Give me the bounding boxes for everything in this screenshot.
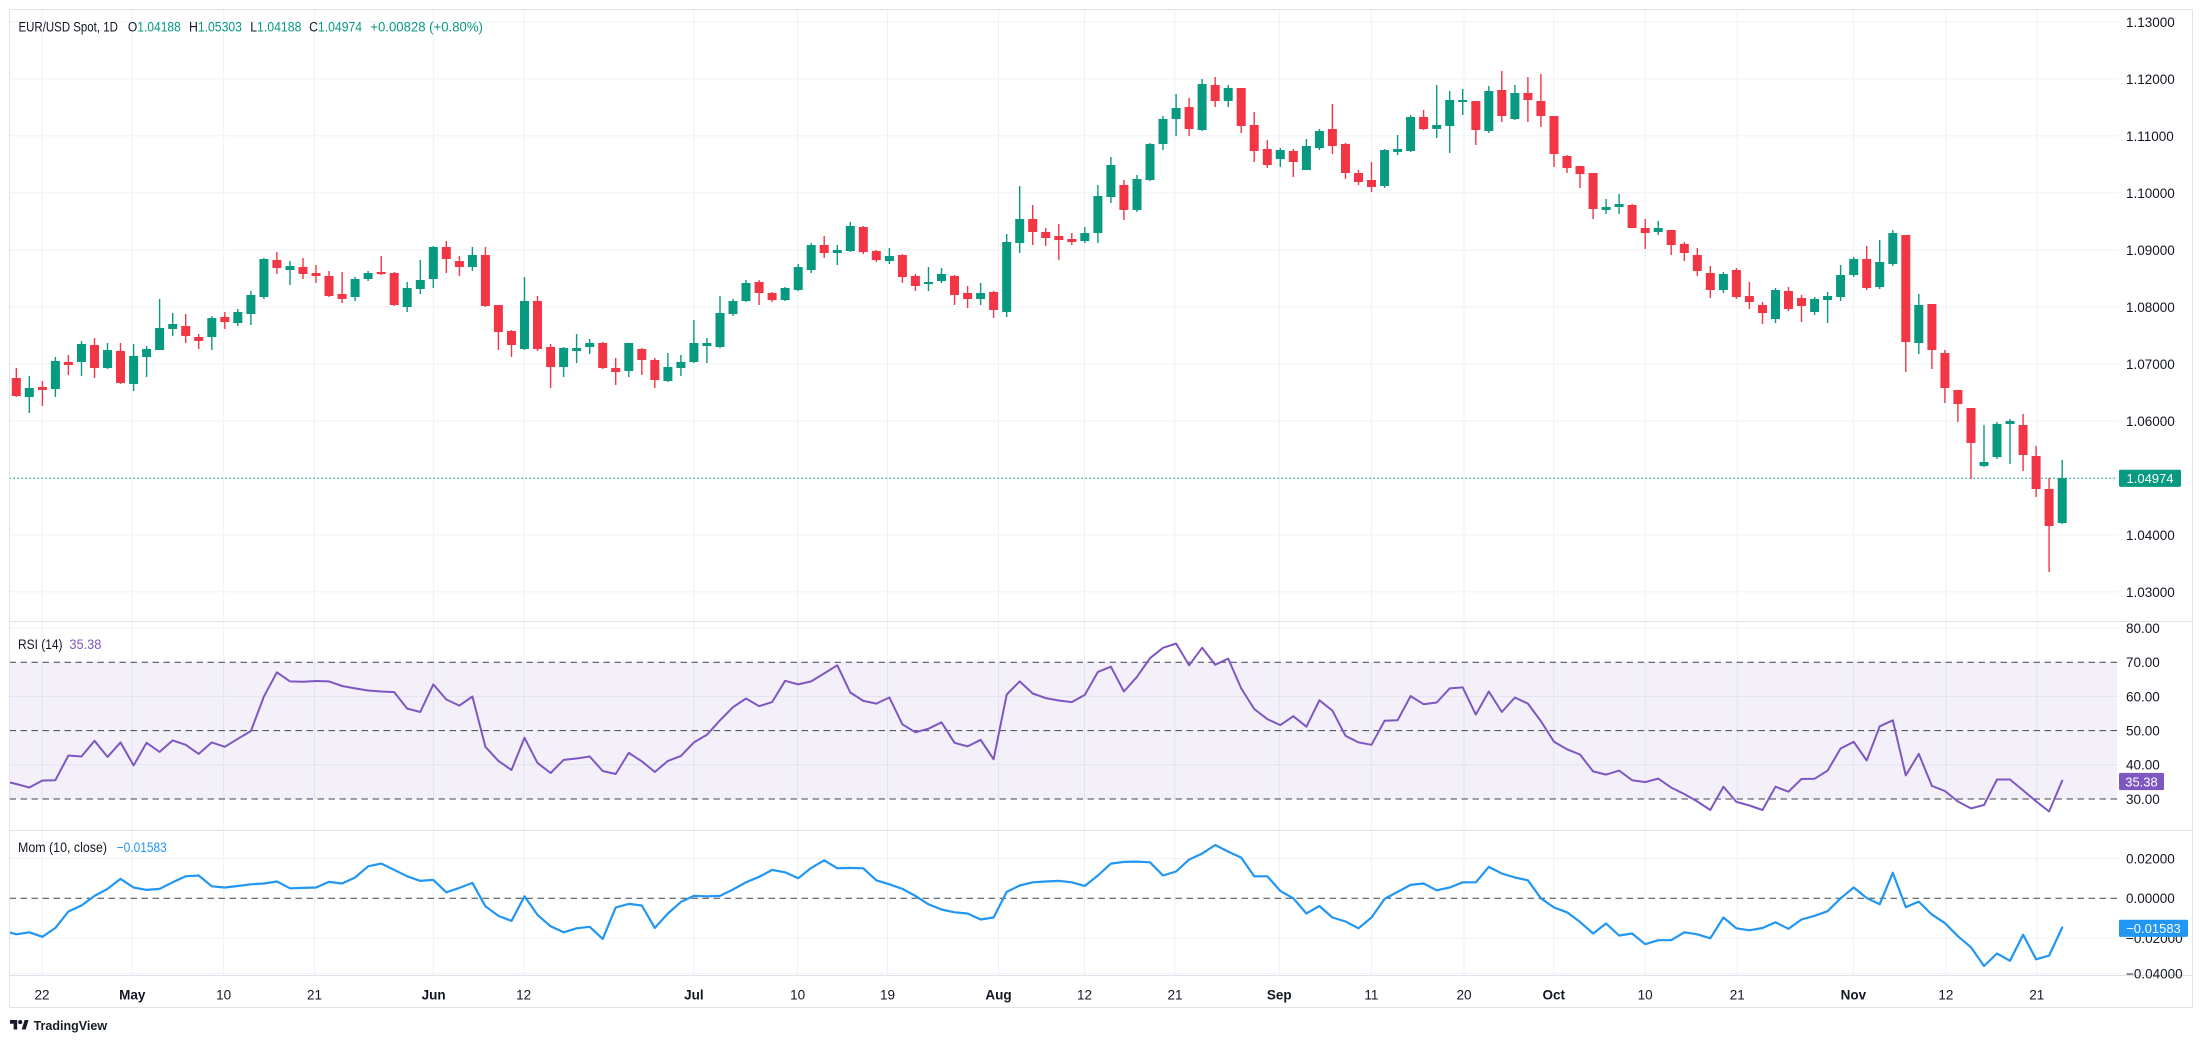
svg-text:1.12000: 1.12000 xyxy=(2126,72,2175,87)
svg-text:10: 10 xyxy=(790,987,805,1002)
svg-text:−0.01583: −0.01583 xyxy=(2126,921,2181,936)
svg-text:1.04000: 1.04000 xyxy=(2126,528,2175,543)
svg-text:1.09000: 1.09000 xyxy=(2126,243,2175,258)
svg-text:L1.04188: L1.04188 xyxy=(250,19,301,34)
svg-text:TradingView: TradingView xyxy=(34,1018,108,1033)
svg-text:35.38: 35.38 xyxy=(69,637,101,652)
svg-text:22: 22 xyxy=(34,987,49,1002)
svg-text:10: 10 xyxy=(216,987,231,1002)
svg-text:0.02000: 0.02000 xyxy=(2126,852,2175,867)
svg-text:1.03000: 1.03000 xyxy=(2126,585,2175,600)
svg-text:−0.01583: −0.01583 xyxy=(117,840,167,855)
svg-text:35.38: 35.38 xyxy=(2125,774,2158,789)
svg-text:21: 21 xyxy=(1167,987,1182,1002)
svg-text:H1.05303: H1.05303 xyxy=(189,19,242,34)
svg-text:EUR/USD Spot, 1D: EUR/USD Spot, 1D xyxy=(19,19,119,34)
svg-text:70.00: 70.00 xyxy=(2126,655,2160,670)
svg-text:Jun: Jun xyxy=(422,987,446,1002)
svg-text:O1.04188: O1.04188 xyxy=(128,19,181,34)
svg-text:Mom (10, close): Mom (10, close) xyxy=(18,840,107,855)
svg-text:1.10000: 1.10000 xyxy=(2126,186,2175,201)
svg-text:50.00: 50.00 xyxy=(2126,724,2160,739)
svg-text:1.07000: 1.07000 xyxy=(2126,357,2175,372)
svg-text:21: 21 xyxy=(307,987,322,1002)
svg-text:1.06000: 1.06000 xyxy=(2126,414,2175,429)
svg-text:0.00000: 0.00000 xyxy=(2126,891,2175,906)
svg-text:12: 12 xyxy=(1077,987,1092,1002)
svg-text:Sep: Sep xyxy=(1267,987,1292,1002)
svg-text:C1.04974: C1.04974 xyxy=(309,19,362,34)
svg-text:RSI (14): RSI (14) xyxy=(18,637,63,652)
svg-text:21: 21 xyxy=(1730,987,1745,1002)
svg-text:Nov: Nov xyxy=(1841,987,1867,1002)
svg-text:60.00: 60.00 xyxy=(2126,689,2160,704)
svg-text:20: 20 xyxy=(1456,987,1471,1002)
svg-text:80.00: 80.00 xyxy=(2126,621,2160,636)
svg-text:1.11000: 1.11000 xyxy=(2126,129,2174,144)
svg-text:11: 11 xyxy=(1364,987,1378,1002)
svg-text:Oct: Oct xyxy=(1542,987,1565,1002)
svg-text:10: 10 xyxy=(1638,987,1653,1002)
svg-text:12: 12 xyxy=(1938,987,1953,1002)
svg-text:Aug: Aug xyxy=(985,987,1011,1002)
svg-text:1.13000: 1.13000 xyxy=(2126,15,2175,30)
svg-text:1.08000: 1.08000 xyxy=(2126,300,2175,315)
svg-text:+0.00828 (+0.80%): +0.00828 (+0.80%) xyxy=(370,19,483,34)
svg-text:19: 19 xyxy=(880,987,895,1002)
svg-text:21: 21 xyxy=(2029,987,2044,1002)
svg-text:Jul: Jul xyxy=(684,987,704,1002)
svg-text:May: May xyxy=(119,987,146,1002)
svg-text:30.00: 30.00 xyxy=(2126,792,2160,807)
svg-text:40.00: 40.00 xyxy=(2126,758,2160,773)
svg-text:12: 12 xyxy=(516,987,531,1002)
svg-text:1.04974: 1.04974 xyxy=(2127,471,2174,486)
svg-text:−0.04000: −0.04000 xyxy=(2126,967,2183,982)
